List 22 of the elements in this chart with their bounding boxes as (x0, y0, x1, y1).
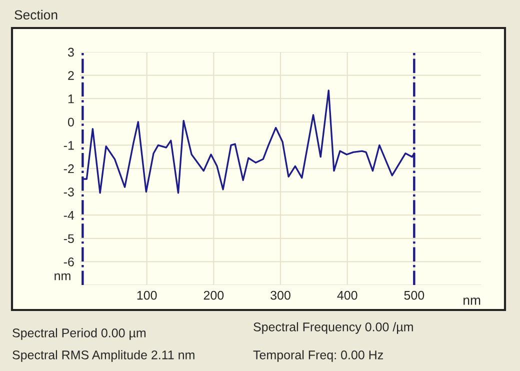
y-tick-label: 2 (68, 71, 74, 80)
y-tick-label: -5 (64, 234, 74, 244)
y-tick-label: 3 (68, 48, 74, 57)
y-tick-label: 1 (68, 94, 74, 104)
x-tick-label: 300 (270, 290, 290, 300)
y-axis-title: nm (54, 273, 70, 280)
y-tick-label: -2 (64, 164, 74, 174)
x-tick-label: 200 (204, 290, 224, 300)
y-tick-label: -4 (64, 211, 74, 220)
chart-title: Section (14, 10, 58, 20)
text: Spectral Frequency 0.00 /µm (254, 322, 413, 334)
y-tick-label: -1 (64, 141, 74, 150)
text: Temporal Freq: 0.00 Hz (253, 350, 383, 362)
x-tick-label: 500 (404, 290, 424, 300)
y-tick-label: -3 (64, 188, 74, 196)
x-axis-title: nm (464, 298, 480, 305)
x-tick-label: 400 (337, 290, 358, 300)
y-tick-label: 0 (68, 118, 74, 127)
text: Spectral Period 0.00 µm (12, 328, 146, 340)
text: Spectral RMS Amplitude 2.11 nm (12, 350, 194, 362)
x-tick-label: 100 (137, 290, 157, 300)
y-tick-label: -6 (64, 258, 74, 266)
